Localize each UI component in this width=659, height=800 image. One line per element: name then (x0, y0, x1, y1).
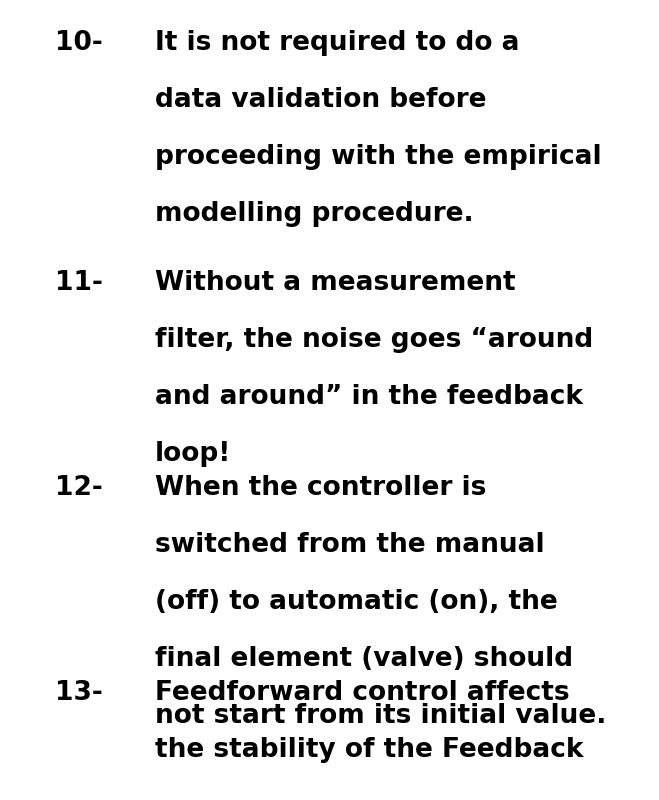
Text: switched from the manual: switched from the manual (155, 532, 544, 558)
Text: modelling procedure.: modelling procedure. (155, 201, 474, 227)
Text: It is not required to do a: It is not required to do a (155, 30, 519, 56)
Text: (off) to automatic (on), the: (off) to automatic (on), the (155, 589, 558, 615)
Text: 13-: 13- (55, 680, 103, 706)
Text: proceeding with the empirical: proceeding with the empirical (155, 144, 602, 170)
Text: Without a measurement: Without a measurement (155, 270, 515, 296)
Text: 11-: 11- (55, 270, 103, 296)
Text: final element (valve) should: final element (valve) should (155, 646, 573, 672)
Text: the stability of the Feedback: the stability of the Feedback (155, 737, 583, 763)
Text: and around” in the feedback: and around” in the feedback (155, 384, 583, 410)
Text: When the controller is: When the controller is (155, 475, 486, 501)
Text: filter, the noise goes “around: filter, the noise goes “around (155, 327, 593, 353)
Text: Feedforward control affects: Feedforward control affects (155, 680, 569, 706)
Text: 12-: 12- (55, 475, 103, 501)
Text: loop!: loop! (155, 441, 231, 467)
Text: not start from its initial value.: not start from its initial value. (155, 703, 606, 729)
Text: 10-: 10- (55, 30, 103, 56)
Text: data validation before: data validation before (155, 87, 486, 113)
